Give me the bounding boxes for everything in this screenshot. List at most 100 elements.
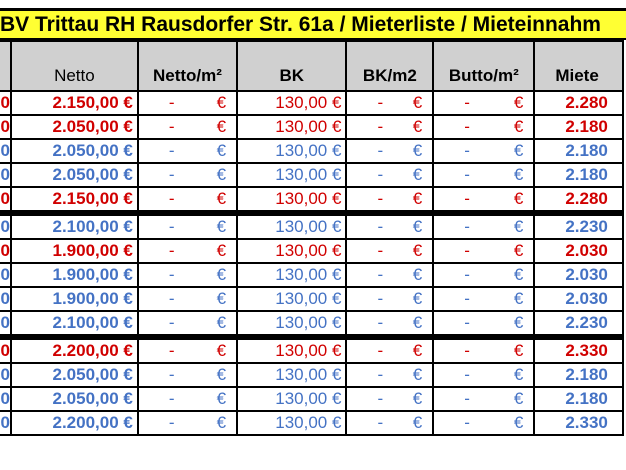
brutto-m2-cell[interactable]: - € <box>432 386 536 412</box>
miete-cell[interactable]: 2.030 <box>533 286 624 312</box>
netto-m2-cell[interactable]: - € <box>136 386 239 412</box>
brutto-m2-cell[interactable]: - € <box>432 90 536 116</box>
netto-cell[interactable]: 2.200,00 € <box>9 410 139 436</box>
header-first[interactable] <box>0 40 12 92</box>
bk-m2-cell[interactable]: - € <box>345 410 435 436</box>
header-bk[interactable]: BK <box>236 40 348 92</box>
netto-m2-cell[interactable]: - € <box>136 286 239 312</box>
bk-m2-cell[interactable]: - € <box>345 114 435 140</box>
bk-m2-cell[interactable]: - € <box>345 186 435 214</box>
bk-cell[interactable]: 130,00 € <box>236 386 348 412</box>
bk-m2-cell[interactable]: - € <box>345 262 435 288</box>
miete-cell[interactable]: 2.230 <box>533 310 624 338</box>
netto-cell[interactable]: 1.900,00 € <box>9 262 139 288</box>
bk-m2-cell[interactable]: - € <box>345 362 435 388</box>
bk-m2-cell[interactable]: - € <box>345 138 435 164</box>
bk-cell[interactable]: 130,00 € <box>236 286 348 312</box>
bk-cell[interactable]: 130,00 € <box>236 262 348 288</box>
brutto-m2-cell[interactable]: - € <box>432 286 536 312</box>
netto-m2-cell[interactable]: - € <box>136 210 239 240</box>
first-cell[interactable]: 0 <box>0 410 12 436</box>
bk-m2-cell[interactable]: - € <box>345 210 435 240</box>
first-cell[interactable]: 0 <box>0 238 12 264</box>
first-cell[interactable]: 0 <box>0 386 12 412</box>
first-cell[interactable]: 0 <box>0 362 12 388</box>
netto-cell[interactable]: 2.150,00 € <box>9 186 139 214</box>
netto-cell[interactable]: 2.150,00 € <box>9 90 139 116</box>
bk-cell[interactable]: 130,00 € <box>236 138 348 164</box>
brutto-m2-cell[interactable]: - € <box>432 186 536 214</box>
netto-m2-cell[interactable]: - € <box>136 186 239 214</box>
netto-cell[interactable]: 2.100,00 € <box>9 210 139 240</box>
netto-m2-cell[interactable]: - € <box>136 262 239 288</box>
header-miete[interactable]: Miete <box>533 40 624 92</box>
bk-cell[interactable]: 130,00 € <box>236 162 348 188</box>
bk-cell[interactable]: 130,00 € <box>236 362 348 388</box>
bk-cell[interactable]: 130,00 € <box>236 210 348 240</box>
bk-m2-cell[interactable]: - € <box>345 386 435 412</box>
first-cell[interactable]: 0 <box>0 210 12 240</box>
bk-cell[interactable]: 130,00 € <box>236 186 348 214</box>
miete-cell[interactable]: 2.180 <box>533 362 624 388</box>
first-cell[interactable]: 0 <box>0 262 12 288</box>
miete-cell[interactable]: 2.180 <box>533 138 624 164</box>
netto-m2-cell[interactable]: - € <box>136 334 239 364</box>
miete-cell[interactable]: 2.280 <box>533 90 624 116</box>
miete-cell[interactable]: 2.180 <box>533 386 624 412</box>
brutto-m2-cell[interactable]: - € <box>432 410 536 436</box>
bk-cell[interactable]: 130,00 € <box>236 238 348 264</box>
netto-cell[interactable]: 1.900,00 € <box>9 238 139 264</box>
brutto-m2-cell[interactable]: - € <box>432 162 536 188</box>
bk-m2-cell[interactable]: - € <box>345 286 435 312</box>
header-brutto-m2[interactable]: Butto/m² <box>432 40 536 92</box>
netto-m2-cell[interactable]: - € <box>136 310 239 338</box>
miete-cell[interactable]: 2.280 <box>533 186 624 214</box>
header-netto[interactable]: Netto <box>9 40 139 92</box>
first-cell[interactable]: 0 <box>0 162 12 188</box>
header-netto-m2[interactable]: Netto/m² <box>136 40 239 92</box>
miete-cell[interactable]: 2.330 <box>533 334 624 364</box>
bk-m2-cell[interactable]: - € <box>345 90 435 116</box>
brutto-m2-cell[interactable]: - € <box>432 114 536 140</box>
bk-cell[interactable]: 130,00 € <box>236 310 348 338</box>
first-cell[interactable]: 0 <box>0 286 12 312</box>
netto-cell[interactable]: 2.050,00 € <box>9 162 139 188</box>
bk-cell[interactable]: 130,00 € <box>236 114 348 140</box>
netto-m2-cell[interactable]: - € <box>136 114 239 140</box>
first-cell[interactable]: 0 <box>0 114 12 140</box>
first-cell[interactable]: 0 <box>0 334 12 364</box>
brutto-m2-cell[interactable]: - € <box>432 262 536 288</box>
first-cell[interactable]: 0 <box>0 138 12 164</box>
netto-m2-cell[interactable]: - € <box>136 362 239 388</box>
first-cell[interactable]: 0 <box>0 186 12 214</box>
brutto-m2-cell[interactable]: - € <box>432 310 536 338</box>
netto-m2-cell[interactable]: - € <box>136 90 239 116</box>
netto-cell[interactable]: 2.200,00 € <box>9 334 139 364</box>
netto-m2-cell[interactable]: - € <box>136 410 239 436</box>
brutto-m2-cell[interactable]: - € <box>432 210 536 240</box>
first-cell[interactable]: 0 <box>0 310 12 338</box>
netto-cell[interactable]: 2.050,00 € <box>9 138 139 164</box>
netto-m2-cell[interactable]: - € <box>136 238 239 264</box>
miete-cell[interactable]: 2.180 <box>533 114 624 140</box>
sheet-title[interactable]: BV Trittau RH Rausdorfer Str. 61a / Miet… <box>0 8 626 40</box>
bk-cell[interactable]: 130,00 € <box>236 334 348 364</box>
netto-m2-cell[interactable]: - € <box>136 138 239 164</box>
netto-cell[interactable]: 2.050,00 € <box>9 114 139 140</box>
netto-cell[interactable]: 2.100,00 € <box>9 310 139 338</box>
bk-cell[interactable]: 130,00 € <box>236 410 348 436</box>
brutto-m2-cell[interactable]: - € <box>432 362 536 388</box>
bk-m2-cell[interactable]: - € <box>345 310 435 338</box>
bk-cell[interactable]: 130,00 € <box>236 90 348 116</box>
bk-m2-cell[interactable]: - € <box>345 238 435 264</box>
miete-cell[interactable]: 2.180 <box>533 162 624 188</box>
netto-cell[interactable]: 2.050,00 € <box>9 362 139 388</box>
bk-m2-cell[interactable]: - € <box>345 334 435 364</box>
brutto-m2-cell[interactable]: - € <box>432 138 536 164</box>
netto-m2-cell[interactable]: - € <box>136 162 239 188</box>
miete-cell[interactable]: 2.030 <box>533 262 624 288</box>
miete-cell[interactable]: 2.230 <box>533 210 624 240</box>
bk-m2-cell[interactable]: - € <box>345 162 435 188</box>
brutto-m2-cell[interactable]: - € <box>432 238 536 264</box>
first-cell[interactable]: 0 <box>0 90 12 116</box>
